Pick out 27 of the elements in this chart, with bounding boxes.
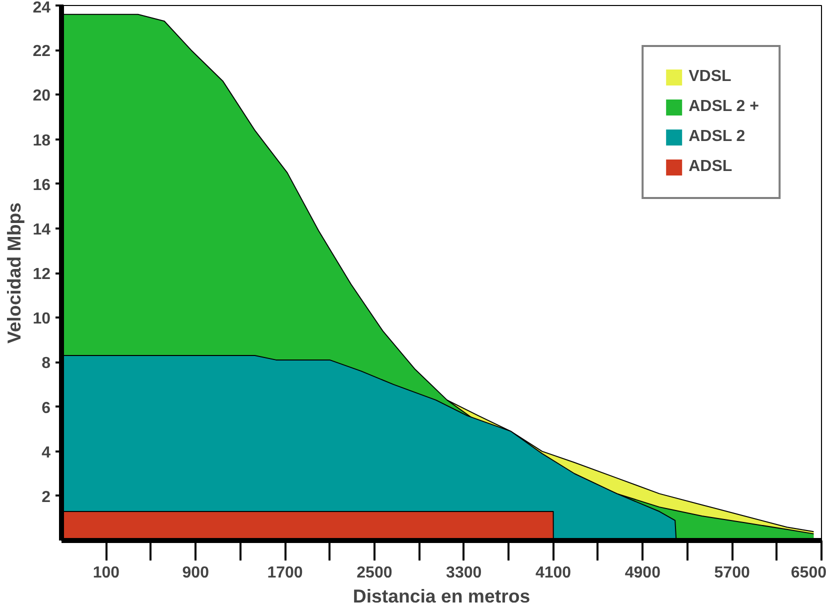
legend-label: ADSL — [688, 158, 732, 176]
x-tick-label: 5700 — [714, 564, 750, 582]
x-tick-label: 100 — [92, 564, 120, 582]
y-tick-label: 4 — [42, 444, 51, 462]
y-tick-label: 16 — [32, 176, 51, 194]
legend-label: ADSL 2 + — [688, 98, 759, 116]
x-tick-label: 6500 — [790, 564, 826, 582]
y-tick-label: 2 — [42, 488, 51, 506]
y-tick-label: 8 — [42, 355, 51, 372]
x-tick-label: 4900 — [624, 564, 661, 582]
y-tick-label: 10 — [32, 310, 51, 328]
y-tick-label: 12 — [32, 266, 51, 283]
x-tick-label: 3300 — [446, 564, 482, 582]
y-axis-title: Velocidad Mbps — [4, 202, 25, 344]
x-tick-label: 1700 — [267, 564, 303, 582]
y-tick-label: 14 — [32, 221, 51, 238]
y-tick-label: 20 — [32, 88, 51, 105]
y-tick-label: 18 — [32, 132, 51, 150]
y-tick-label: 6 — [42, 400, 51, 417]
y-tick-label: 22 — [32, 43, 51, 60]
y-tick-label: 24 — [32, 0, 51, 16]
x-tick-label: 900 — [182, 564, 210, 582]
x-tick-label: 2500 — [356, 564, 392, 582]
legend-label: VDSL — [688, 68, 732, 86]
legend-label: ADSL 2 — [688, 128, 746, 146]
x-axis-title: Distancia en metros — [352, 586, 530, 606]
x-tick-label: 4100 — [535, 564, 572, 582]
